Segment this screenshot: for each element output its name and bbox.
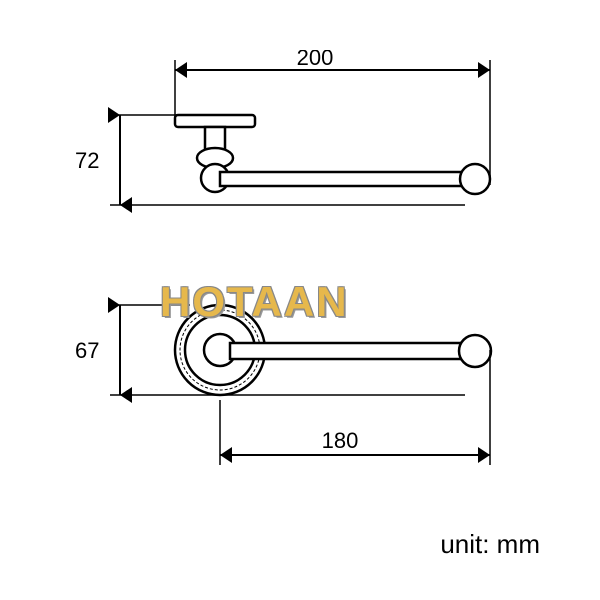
dim-side-upper: 72 bbox=[75, 148, 99, 173]
brand-watermark: HOTAAN bbox=[160, 278, 349, 326]
dim-top-width: 200 bbox=[297, 50, 334, 70]
dim-side-lower: 67 bbox=[75, 338, 99, 363]
dim-bottom-width: 180 bbox=[322, 428, 359, 453]
unit-label: unit: mm bbox=[440, 529, 540, 560]
